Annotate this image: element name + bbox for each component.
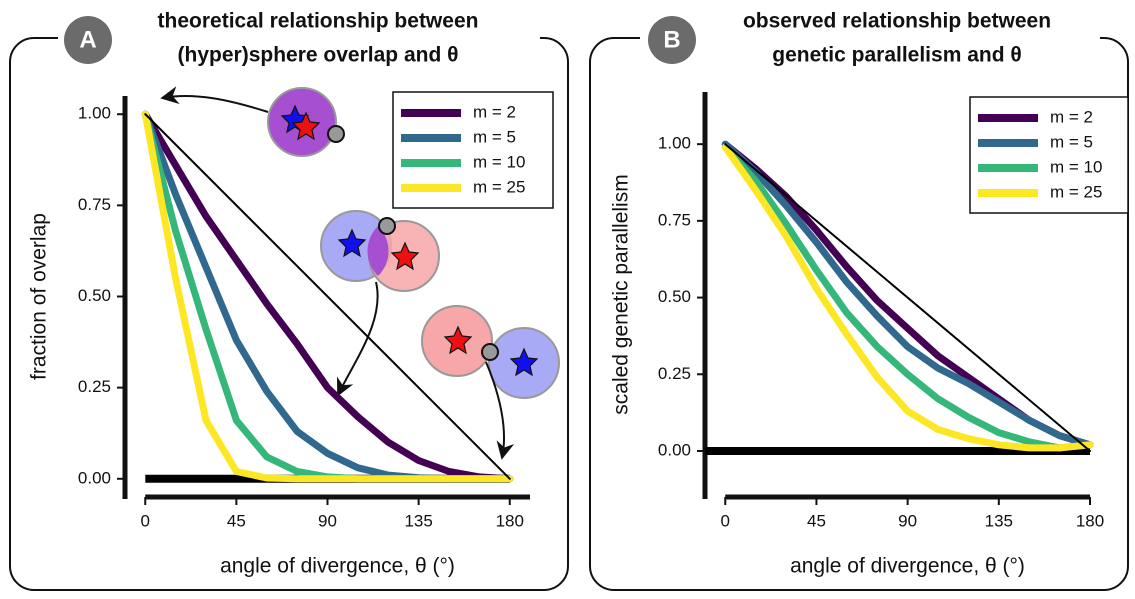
series-line bbox=[721, 143, 1094, 452]
title-backdrop bbox=[58, 0, 540, 78]
legend-label: m = 5 bbox=[473, 127, 516, 146]
x-tick-label: 180 bbox=[496, 511, 524, 530]
y-tick-label: 1.00 bbox=[78, 104, 111, 123]
chart-title: (hyper)sphere overlap and θ bbox=[178, 44, 459, 67]
title-backdrop bbox=[640, 0, 1100, 78]
y-tick-label: 0.00 bbox=[658, 440, 691, 459]
x-tick-label: 0 bbox=[141, 511, 150, 530]
legend-label: m = 10 bbox=[1050, 157, 1102, 176]
x-axis-label: angle of divergence, θ (°) bbox=[790, 555, 1025, 578]
legend-label: m = 10 bbox=[473, 152, 525, 171]
panel-label: A bbox=[79, 26, 96, 53]
series-line bbox=[141, 110, 514, 483]
x-tick-label: 45 bbox=[807, 511, 826, 530]
reference-line bbox=[144, 113, 511, 480]
reference-line bbox=[724, 143, 1091, 452]
series-line bbox=[141, 110, 514, 483]
legend-label: m = 5 bbox=[1050, 132, 1093, 151]
x-tick-label: 0 bbox=[721, 511, 730, 530]
x-axis-label: angle of divergence, θ (°) bbox=[220, 555, 455, 578]
legend-label: m = 25 bbox=[1050, 182, 1102, 201]
arrows bbox=[160, 86, 515, 460]
y-tick-label: 1.00 bbox=[658, 134, 691, 153]
legend-label: m = 2 bbox=[473, 102, 516, 121]
y-axis-label: scaled genetic parallelism bbox=[610, 174, 633, 414]
illustration bbox=[267, 87, 560, 399]
y-tick-label: 0.25 bbox=[78, 377, 111, 396]
x-tick-label: 90 bbox=[318, 511, 337, 530]
y-axis-label: fraction of overlap bbox=[28, 213, 51, 380]
y-tick-label: 0.00 bbox=[78, 468, 111, 487]
y-tick-label: 0.50 bbox=[78, 286, 111, 305]
x-tick-label: 180 bbox=[1076, 511, 1104, 530]
legend-label: m = 2 bbox=[1050, 107, 1093, 126]
panel-label: B bbox=[663, 26, 680, 53]
chart-title: observed relationship between bbox=[743, 10, 1051, 33]
series-line bbox=[721, 143, 1094, 452]
y-tick-label: 0.75 bbox=[78, 195, 111, 214]
x-tick-label: 135 bbox=[985, 511, 1013, 530]
legend-label: m = 25 bbox=[473, 177, 525, 196]
panel-badge bbox=[648, 16, 696, 64]
star-icons bbox=[280, 104, 539, 377]
panel-badge bbox=[64, 16, 112, 64]
series-line bbox=[721, 140, 1094, 449]
chart-title: theoretical relationship between bbox=[158, 10, 479, 33]
x-tick-label: 135 bbox=[404, 511, 432, 530]
y-tick-label: 0.75 bbox=[658, 210, 691, 229]
x-tick-label: 45 bbox=[227, 511, 246, 530]
y-tick-label: 0.50 bbox=[658, 287, 691, 306]
y-tick-label: 0.25 bbox=[658, 364, 691, 383]
x-tick-label: 90 bbox=[898, 511, 917, 530]
chart-title: genetic parallelism and θ bbox=[772, 44, 1021, 67]
